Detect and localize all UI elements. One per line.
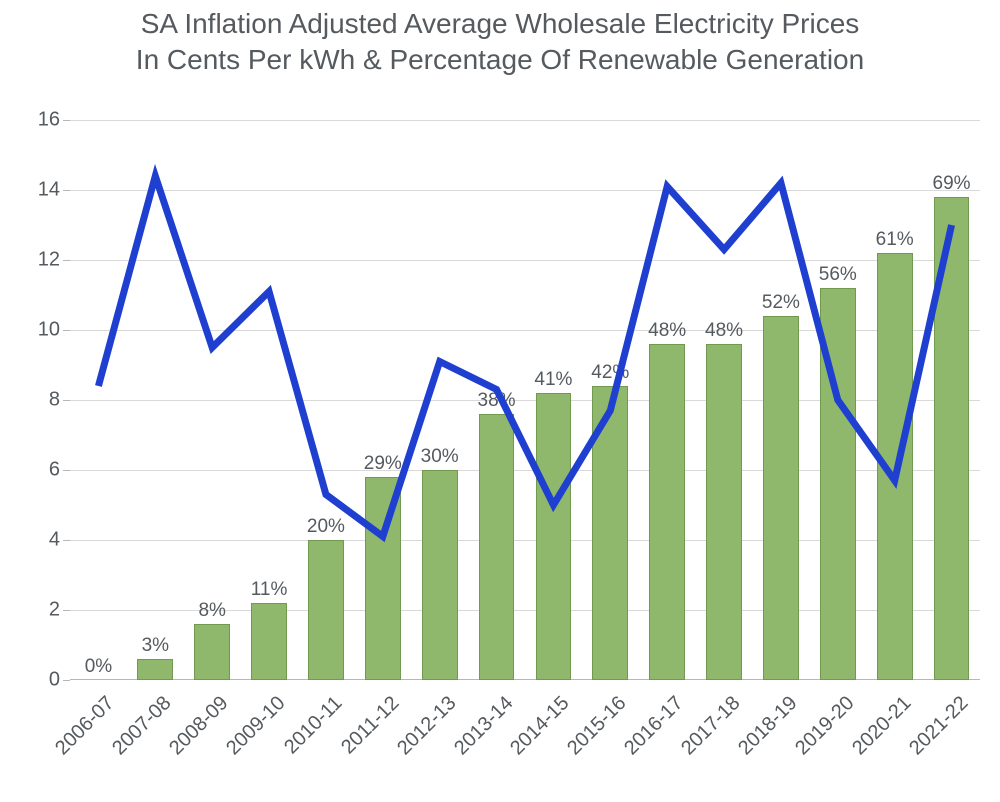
line-series — [70, 120, 980, 680]
y-tickmark — [63, 260, 70, 261]
plot-area: 02468101214160%2006-073%2007-088%2008-09… — [70, 120, 980, 680]
y-tick-label: 16 — [20, 109, 60, 132]
y-tick-label: 10 — [20, 319, 60, 342]
y-tickmark — [63, 610, 70, 611]
y-tick-label: 4 — [20, 529, 60, 552]
y-tickmark — [63, 680, 70, 681]
y-tickmark — [63, 470, 70, 471]
y-tickmark — [63, 540, 70, 541]
y-tick-label: 8 — [20, 389, 60, 412]
chart-container: SA Inflation Adjusted Average Wholesale … — [0, 0, 1000, 802]
y-tickmark — [63, 400, 70, 401]
y-tick-label: 0 — [20, 669, 60, 692]
y-tickmark — [63, 120, 70, 121]
y-tick-label: 2 — [20, 599, 60, 622]
y-tick-label: 14 — [20, 179, 60, 202]
chart-title: SA Inflation Adjusted Average Wholesale … — [0, 6, 1000, 79]
y-tickmark — [63, 330, 70, 331]
y-tick-label: 12 — [20, 249, 60, 272]
y-tick-label: 6 — [20, 459, 60, 482]
y-tickmark — [63, 190, 70, 191]
